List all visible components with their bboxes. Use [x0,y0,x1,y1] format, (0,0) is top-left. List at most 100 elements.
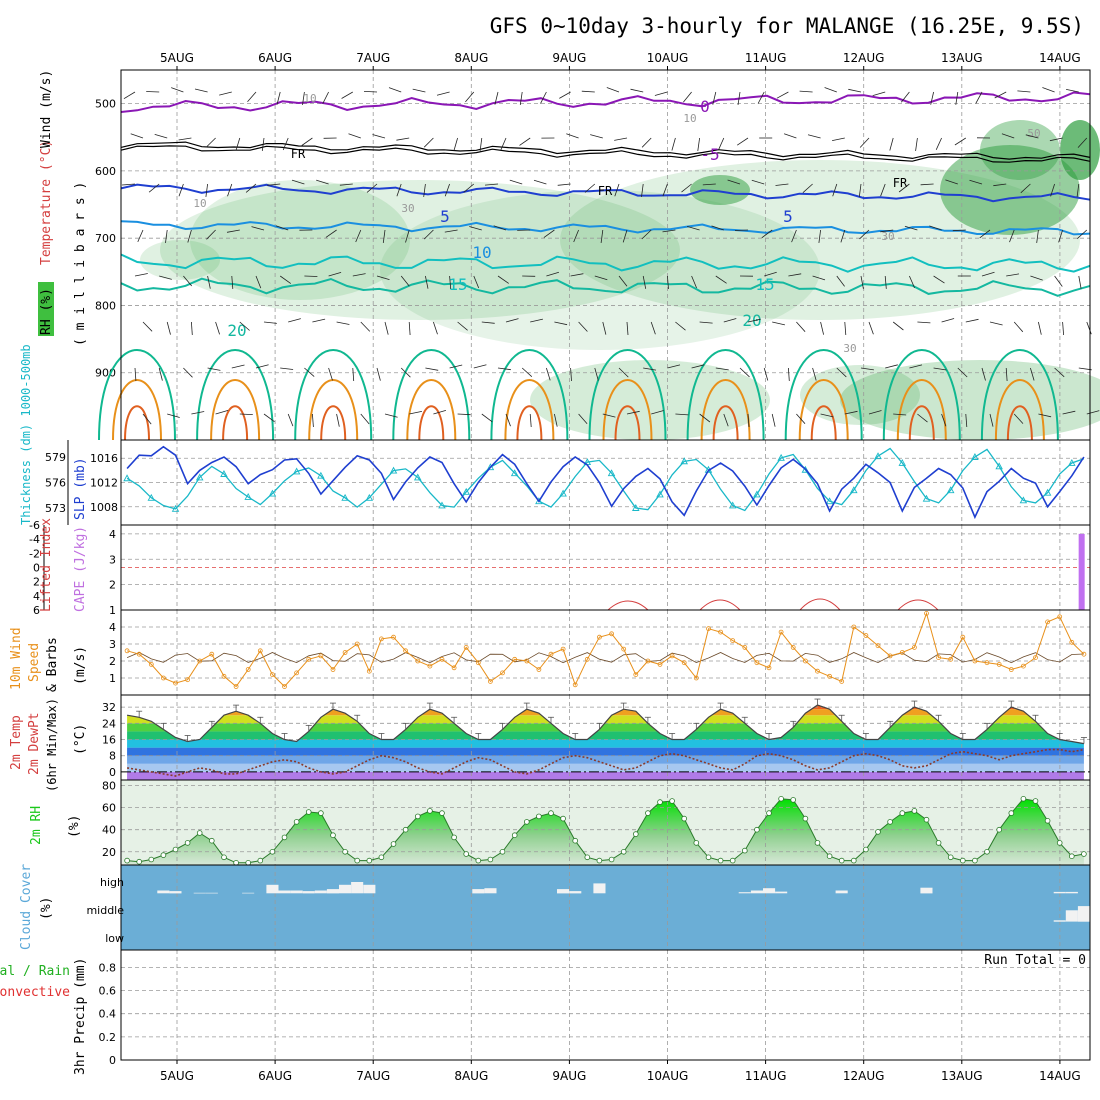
wind-barb [396,137,410,141]
wind-speed-point [972,658,978,664]
wind-speed-point [1057,614,1063,620]
dewpt-line [126,748,1085,777]
wind-speed-point [669,653,675,659]
wind-barb [747,318,761,323]
rh-point [1008,810,1015,816]
wind-barb [481,321,495,324]
cloud-high-bar [302,891,315,894]
li-tick-label: -6 [29,519,40,532]
thickness-marker [825,497,834,505]
rh-point [1032,798,1039,804]
rh-shading [940,145,1080,235]
cloud-high-bar [363,884,376,894]
wind-barb [207,275,211,289]
contour-label: FR [598,184,613,198]
surface-contour [308,379,359,441]
temp-band [127,755,1084,764]
wind-speed-point [1021,663,1026,669]
cloud-cover-label: Cloud Cover [19,864,34,950]
slp-tick-label: 1008 [90,501,118,514]
wind-barb [718,137,725,151]
wind-speed-point [536,667,542,672]
rh-point [705,854,712,861]
isotherm-15 [120,253,1091,273]
wind-barb [1038,413,1052,418]
wind-barb [737,91,741,105]
wind-speed-point [899,650,905,655]
wind-barb [1042,87,1055,93]
wind-barb [954,137,967,146]
thickness-marker [438,501,446,509]
date-label: 8AUG [454,51,488,65]
contour-label: 50 [1027,127,1040,140]
wind-barb [479,137,483,151]
wind-barb [642,275,647,289]
wind-speed-point [693,675,699,681]
wind-barb [791,229,797,243]
wind-barb [336,413,340,427]
rh-point [414,813,421,820]
wind-speed-point [524,658,530,664]
wind-barb [739,367,750,378]
date-label: 11AUG [745,1069,787,1083]
surface-contour [882,349,961,441]
wind-barb [626,410,640,415]
thickness-marker [922,494,931,502]
wind-speed-point [366,668,372,674]
wind-barb [165,229,168,243]
rh-point [632,831,639,837]
wind-speed-point [475,660,481,666]
isotherm-10 [120,220,1091,236]
wind-barb [423,183,426,197]
surface-contour [418,405,445,441]
wind-barb [134,367,137,382]
rh-point [342,848,348,855]
thickness-marker [147,493,156,501]
wind-barb [868,410,882,415]
contour-label: 30 [881,230,894,243]
rh-shading [190,180,410,300]
wind-speed-point [912,645,917,650]
cloud-high-label: high [100,876,124,889]
wind-barb [304,367,315,377]
cloud-high-bar [557,889,570,894]
thickness-marker [268,489,277,497]
wind-speed-point [657,662,663,667]
minmax-label: (6hr Min/Max) [45,698,59,792]
rh-point [209,837,215,844]
temp-band [127,723,1084,732]
temp-band [127,739,1084,748]
wind-barb [641,229,652,240]
date-label: 12AUG [843,51,885,65]
temp-line [126,704,1085,745]
wind-barb [1054,367,1065,378]
wind-barb [261,137,265,151]
rh-point [608,856,615,863]
wind-barb [312,413,314,428]
rh-point [184,840,191,846]
wind-barb [227,183,233,197]
wind-barb [444,183,450,197]
contour-label: 30 [843,342,856,355]
wind-barb [352,273,366,277]
wind-barb [251,226,265,231]
upper-air-ylabel: RH (%) Temperature (°C) Wind (m/s) ( m i… [38,70,88,346]
rh-shading [840,360,1100,440]
wind-speed-point [633,672,639,677]
wind-barb [796,321,806,332]
wind-barb [521,367,533,377]
wind-tick-label: 4 [109,621,116,634]
isotherm-fr-2 [120,145,1091,163]
wind-barb [226,229,240,233]
wind-speed-point [330,667,336,672]
wind-speed-point [148,662,154,667]
li-line [699,599,741,611]
wind-barb [859,137,870,148]
wind-speed-point [887,653,893,659]
cape-label: CAPE (J/kg) [73,526,88,612]
precip-tick-label: 0 [109,1054,116,1067]
wind-barb [255,275,262,289]
rh-tick-label: 80 [102,780,116,793]
wind-barb [915,137,918,151]
